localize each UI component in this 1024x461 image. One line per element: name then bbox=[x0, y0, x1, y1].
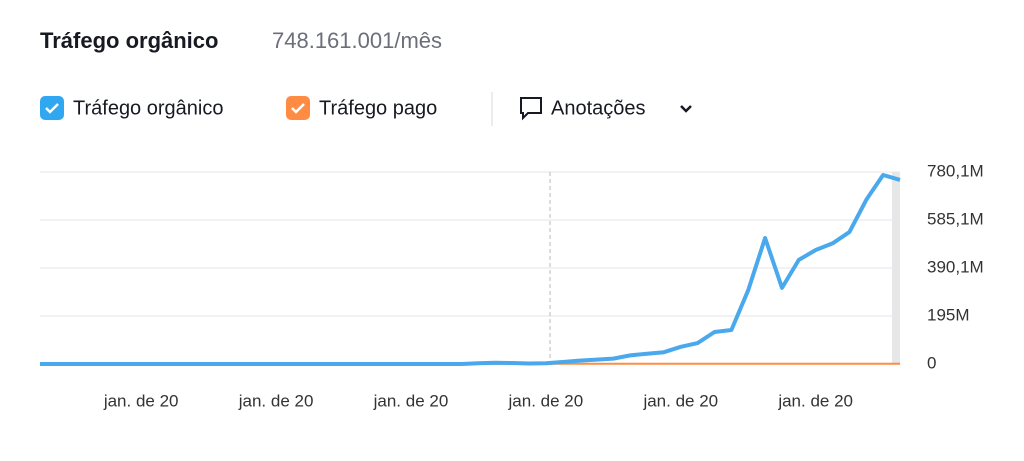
shaded-range bbox=[892, 172, 900, 364]
x-tick-label: jan. de 20 bbox=[777, 391, 853, 410]
x-tick-label: jan. de 20 bbox=[238, 391, 314, 410]
x-tick-label: jan. de 20 bbox=[373, 391, 449, 410]
annotation-icon bbox=[520, 97, 542, 121]
series-line bbox=[40, 173, 901, 366]
x-tick-label: jan. de 20 bbox=[642, 391, 718, 410]
check-icon bbox=[291, 103, 305, 114]
button-label[interactable]: Anotações bbox=[551, 97, 646, 119]
y-tick-label: 0 bbox=[927, 353, 936, 372]
y-tick-label: 195M bbox=[927, 305, 970, 324]
chart-subtitle: 748.161.001/mês bbox=[272, 28, 442, 53]
annotations-button[interactable]: Anotações bbox=[520, 97, 692, 121]
y-tick-label: 585,1M bbox=[927, 209, 984, 228]
x-tick-label: jan. de 20 bbox=[103, 391, 179, 410]
chart-title: Tráfego orgânico bbox=[40, 28, 218, 53]
y-tick-label: 390,1M bbox=[927, 257, 984, 276]
legend-label[interactable]: Tráfego pago bbox=[319, 97, 437, 119]
chevron bbox=[680, 105, 692, 113]
legend-organic[interactable]: Tráfego orgânico bbox=[40, 96, 223, 120]
check-icon bbox=[45, 103, 59, 114]
y-tick-label: 780,1M bbox=[927, 161, 984, 180]
x-tick-label: jan. de 20 bbox=[508, 391, 584, 410]
checkbox[interactable] bbox=[40, 96, 64, 120]
legend-label[interactable]: Tráfego orgânico bbox=[73, 97, 223, 119]
legend-paid[interactable]: Tráfego pago bbox=[286, 96, 437, 120]
checkbox[interactable] bbox=[286, 96, 310, 120]
